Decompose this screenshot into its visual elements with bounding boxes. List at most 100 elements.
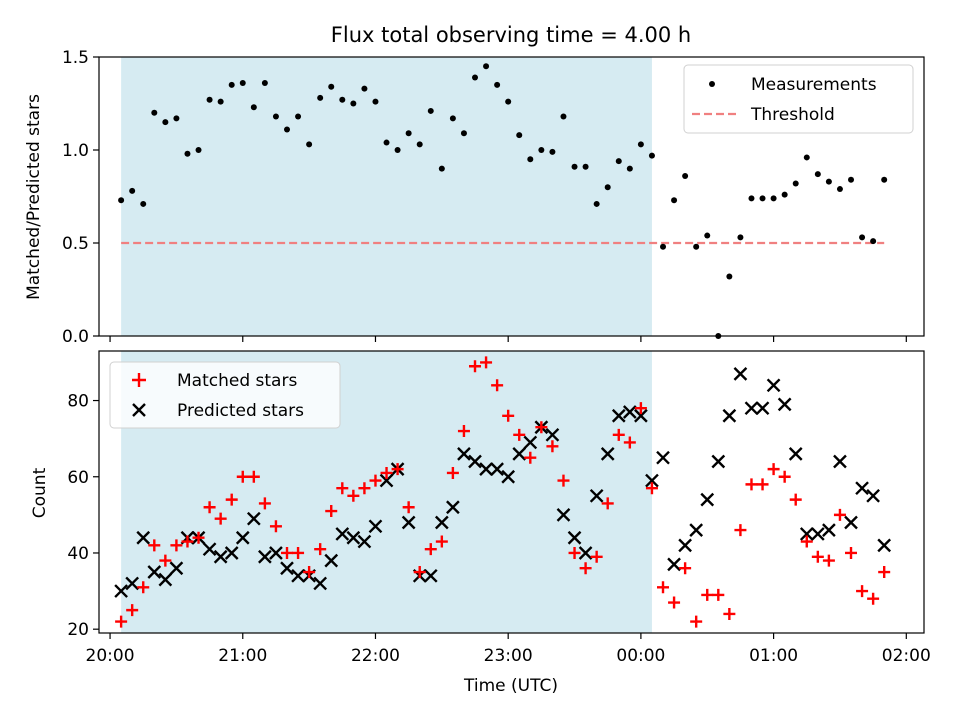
measurement-point (261, 80, 268, 87)
y-tick-label: 0.0 (62, 327, 89, 347)
predicted-star-point (368, 519, 383, 534)
measurement-point (239, 80, 246, 87)
measurement-point (472, 74, 479, 81)
top-panel: 0.0 0.5 1.0 1.5 Matched/Predicted stars Mea… (24, 48, 925, 347)
predicted-star-point (589, 488, 604, 503)
predicted-star-point (291, 568, 305, 583)
matched-star-point (347, 489, 360, 502)
matched-star-point (413, 566, 426, 579)
matched-star-point (435, 535, 448, 548)
predicted-star-point (434, 515, 449, 530)
chart-title: Flux total observing time = 4.00 h (331, 23, 691, 47)
predicted-star-point (833, 454, 847, 469)
predicted-star-point (512, 447, 527, 461)
matched-star-point (303, 566, 316, 579)
matched-star-point (856, 585, 869, 598)
matched-star-point (148, 539, 161, 552)
measurement-point (549, 148, 556, 155)
bottom-x-ticks: 20:00 21:00 22:00 23:00 00:00 01:00 02:00 (86, 633, 931, 666)
matched-star-point (623, 436, 636, 449)
matched-star-point (402, 501, 415, 514)
measurement-point (726, 273, 733, 280)
x-tick-label: 20:00 (86, 646, 135, 666)
matched-star-point (833, 508, 846, 521)
matched-star-point (457, 425, 470, 438)
matched-star-point (756, 478, 769, 491)
predicted-star-point (479, 462, 493, 476)
measurement-point (859, 234, 866, 241)
matched-star-point (579, 562, 592, 575)
predicted-star-point (379, 473, 394, 488)
matched-star-point (734, 524, 747, 537)
predicted-star-point (711, 454, 726, 469)
measurement-point (228, 81, 235, 88)
x-tick-label: 21:00 (218, 646, 267, 666)
matched-star-point (800, 535, 813, 548)
predicted-star-point (357, 534, 372, 549)
measurement-point (759, 195, 766, 202)
predicted-star-point (667, 557, 681, 572)
matched-star-point (502, 409, 515, 422)
matched-star-point (701, 588, 714, 601)
matched-star-point (822, 554, 835, 567)
measurement-point (593, 200, 600, 207)
bottom-axes-frame (98, 350, 925, 634)
measurement-point (416, 141, 423, 148)
measurement-point (129, 187, 136, 194)
matched-star-point (767, 463, 780, 476)
matched-star-point (469, 360, 482, 373)
matched-star-point (634, 402, 647, 415)
predicted-star-point (269, 546, 283, 560)
measurement-point (781, 191, 788, 198)
measurement-point (527, 156, 534, 163)
measurement-point (339, 96, 346, 103)
y-tick-label: 40 (67, 544, 89, 564)
y-tick-label: 60 (67, 468, 89, 488)
measurement-point (516, 132, 523, 139)
measurement-point (494, 81, 501, 88)
matched-star-point (535, 421, 548, 434)
matched-star-point (247, 470, 260, 483)
x-tick-label: 22:00 (351, 646, 400, 666)
bottom-legend-box (109, 361, 341, 429)
predicted-star-point (733, 367, 748, 381)
measurement-point (881, 176, 888, 183)
matched-star-point (657, 581, 670, 594)
measurement-point (328, 83, 335, 90)
matched-star-point (645, 482, 658, 495)
measurement-point (792, 180, 799, 187)
measurement-point (682, 173, 689, 180)
measurement-point (814, 171, 821, 178)
measurement-point (405, 130, 412, 137)
measurement-point (151, 109, 158, 116)
predicted-star-point (722, 408, 737, 423)
x-tick-label: 01:00 (749, 646, 798, 666)
measurement-point (660, 243, 667, 250)
matched-star-point (590, 550, 603, 563)
measurement-point (217, 98, 224, 105)
matched-star-point (181, 535, 194, 548)
predicted-star-point (246, 511, 261, 526)
measurement-point (195, 147, 202, 153)
predicted-star-point (645, 473, 659, 488)
measurement-point (118, 197, 125, 204)
legend-measurements-marker (709, 81, 715, 87)
legend-matched-marker (132, 373, 146, 387)
measurement-point (870, 238, 877, 245)
matched-star-point (446, 466, 459, 479)
predicted-star-point (656, 450, 670, 465)
matched-star-point (314, 543, 327, 556)
matched-star-point (325, 505, 338, 518)
predicted-star-point (313, 576, 328, 591)
measurement-points (118, 63, 888, 339)
matched-star-point (845, 546, 858, 559)
measurement-point (460, 130, 467, 137)
predicted-star-point (678, 538, 692, 553)
predicted-star-point (545, 427, 560, 442)
legend-matched-label: Matched stars (177, 371, 297, 391)
matched-star-point (524, 451, 537, 464)
measurement-point (648, 152, 655, 159)
matched-star-point (546, 440, 559, 453)
predicted-star-point (457, 447, 471, 461)
